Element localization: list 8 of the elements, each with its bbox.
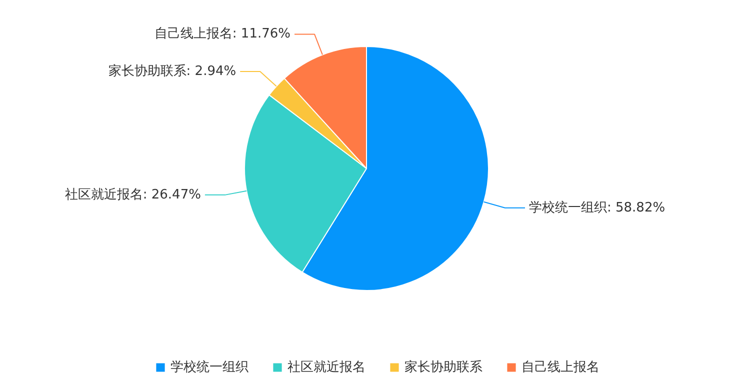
legend-label: 家长协助联系 bbox=[404, 359, 482, 376]
legend-label: 社区就近报名 bbox=[288, 359, 366, 376]
data-label: 家长协助联系: 2.94% bbox=[108, 62, 236, 79]
legend-label: 学校统一组织 bbox=[170, 359, 248, 376]
legend-label: 自己线上报名 bbox=[522, 359, 600, 376]
data-label: 社区就近报名: 26.47% bbox=[64, 187, 201, 202]
data-label: 自己线上报名: 11.76% bbox=[154, 26, 291, 42]
data-label: 学校统一组织: 58.82% bbox=[529, 200, 666, 216]
